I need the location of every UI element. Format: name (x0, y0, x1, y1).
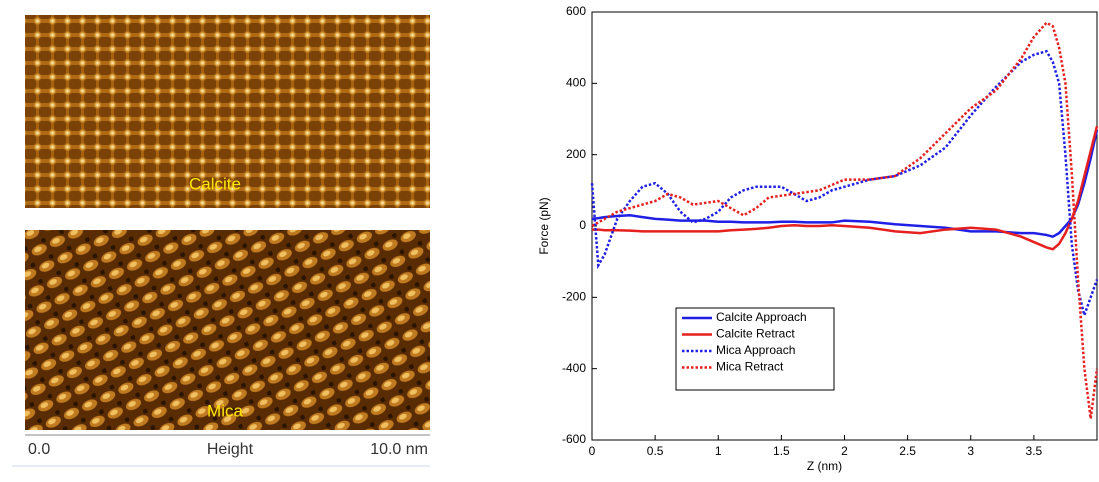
chart: -600 -400 -200 0 200 400 600 0 0.5 1 1.5 2 2.5 3 3.5 Z … (537, 4, 1099, 473)
series-line (590, 49, 1099, 320)
legend-label: Calcite Retract (716, 327, 795, 341)
image-label: Mica (207, 401, 243, 420)
x-tick-label: 0 (589, 444, 596, 458)
legend-label: Calcite Approach (716, 310, 807, 324)
y-tick-label: 600 (566, 4, 586, 18)
calcite-image (25, 15, 430, 208)
scale-max: 10.0 nm (370, 441, 428, 458)
x-tick-label: 2 (841, 444, 848, 458)
series-line (591, 129, 1099, 239)
x-tick-label: 0.5 (647, 444, 664, 458)
series-line (591, 21, 1099, 419)
y-tick-label: 0 (579, 218, 586, 232)
y-tick-label: 200 (566, 147, 586, 161)
legend-label: Mica Approach (716, 343, 795, 357)
scale-min: 0.0 (28, 441, 50, 458)
legend-box (675, 307, 835, 391)
x-tick-label: 3.5 (1026, 444, 1043, 458)
x-tick-label: 1.5 (773, 444, 790, 458)
x-tick-label: 1 (715, 444, 722, 458)
x-axis-label: Z (nm) (807, 459, 842, 473)
x-tick-label: 3 (967, 444, 974, 458)
y-tick-label: -200 (562, 290, 586, 304)
x-tick-label: 2.5 (899, 444, 916, 458)
y-tick-label: -400 (562, 361, 586, 375)
y-axis-label: Force (pN) (537, 197, 551, 254)
scale-title: Height (207, 441, 254, 458)
y-tick-label: 400 (566, 76, 586, 90)
mica-image (25, 230, 430, 430)
y-tick-label: -600 (562, 432, 586, 446)
legend-label: Mica Retract (716, 360, 784, 374)
image-label: Calcite (189, 174, 241, 193)
series-line (592, 125, 1099, 251)
